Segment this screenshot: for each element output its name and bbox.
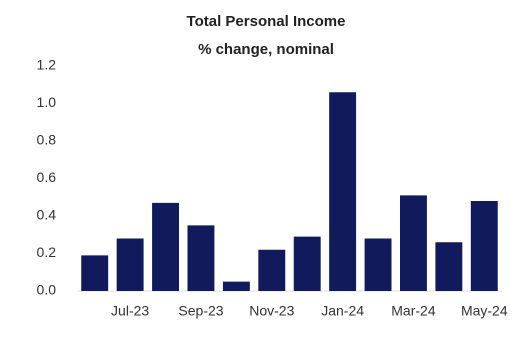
x-tick-label: Mar-24 [391, 303, 436, 319]
bar [364, 238, 392, 291]
bar [329, 92, 357, 291]
y-tick-label: 0.6 [37, 169, 57, 185]
x-tick-label: May-24 [461, 303, 508, 319]
bar [293, 236, 321, 291]
y-tick-label: 1.0 [37, 94, 57, 110]
x-tick-label: Nov-23 [249, 303, 294, 319]
x-tick-label: Jul-23 [111, 303, 149, 319]
x-tick-label: Sep-23 [178, 303, 223, 319]
bar [152, 202, 179, 291]
chart-subtitle: % change, nominal [198, 41, 334, 58]
bar [222, 281, 250, 291]
y-tick-label: 1.2 [37, 57, 57, 73]
y-tick-label: 0.2 [37, 244, 57, 260]
bar [435, 242, 463, 291]
bar [116, 238, 144, 291]
bar [400, 195, 427, 291]
bar [470, 201, 498, 291]
x-tick-label: Jan-24 [321, 303, 364, 319]
bar [81, 255, 109, 291]
y-tick-label: 0.8 [37, 132, 57, 148]
y-tick-label: 0.4 [37, 207, 57, 223]
bar [187, 225, 215, 291]
chart-title: Total Personal Income [187, 13, 346, 30]
y-tick-label: 0.0 [37, 282, 57, 298]
bar [258, 249, 286, 291]
